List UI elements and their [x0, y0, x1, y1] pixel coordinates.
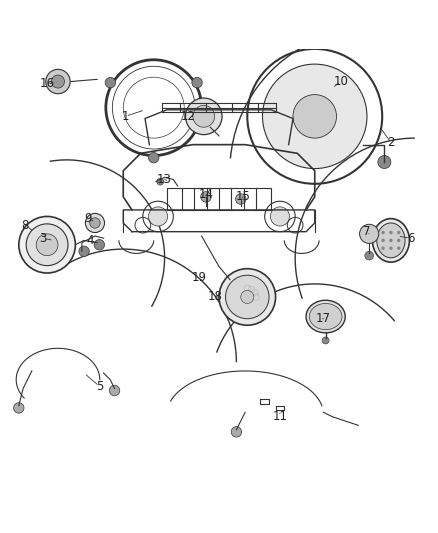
Circle shape: [231, 426, 242, 437]
Circle shape: [381, 239, 385, 242]
Text: 13: 13: [157, 173, 172, 186]
Circle shape: [236, 194, 246, 204]
Circle shape: [19, 216, 75, 273]
Circle shape: [381, 246, 385, 250]
Text: 3: 3: [39, 232, 46, 245]
Ellipse shape: [377, 223, 405, 258]
Ellipse shape: [309, 303, 342, 329]
Text: 6: 6: [407, 232, 414, 245]
Circle shape: [241, 290, 254, 303]
Circle shape: [148, 152, 159, 163]
Circle shape: [193, 106, 215, 127]
Text: 11: 11: [272, 410, 287, 423]
Circle shape: [157, 178, 164, 185]
Circle shape: [381, 231, 385, 235]
Text: 17: 17: [316, 312, 331, 325]
Text: 1: 1: [122, 110, 129, 123]
Circle shape: [397, 246, 400, 250]
Circle shape: [293, 94, 336, 138]
Text: 5: 5: [95, 379, 103, 393]
Text: 4: 4: [87, 234, 94, 247]
Circle shape: [90, 218, 100, 228]
Circle shape: [270, 207, 290, 226]
Circle shape: [378, 156, 391, 168]
Circle shape: [14, 403, 24, 413]
Circle shape: [79, 246, 89, 256]
Ellipse shape: [306, 300, 345, 333]
Text: 15: 15: [236, 190, 251, 204]
Circle shape: [94, 239, 105, 250]
Circle shape: [226, 275, 269, 319]
Circle shape: [201, 192, 211, 202]
Circle shape: [389, 231, 392, 235]
Circle shape: [46, 69, 70, 94]
Text: 2: 2: [387, 136, 395, 149]
Circle shape: [148, 207, 168, 226]
Circle shape: [219, 269, 276, 325]
Circle shape: [85, 213, 105, 232]
Circle shape: [322, 337, 329, 344]
Circle shape: [192, 77, 202, 88]
Text: 19: 19: [192, 271, 207, 284]
Ellipse shape: [372, 219, 410, 262]
Text: 14: 14: [198, 188, 213, 201]
Circle shape: [36, 234, 58, 256]
Circle shape: [389, 239, 392, 242]
Circle shape: [51, 75, 64, 88]
Text: 7: 7: [363, 225, 371, 238]
Text: 12: 12: [181, 110, 196, 123]
Circle shape: [26, 224, 68, 265]
Text: 18: 18: [207, 290, 222, 303]
Circle shape: [397, 239, 400, 242]
Text: 8: 8: [21, 219, 29, 232]
Circle shape: [397, 231, 400, 235]
Circle shape: [110, 385, 120, 396]
Circle shape: [105, 77, 116, 88]
Circle shape: [365, 251, 374, 260]
Circle shape: [185, 98, 222, 135]
Text: 9: 9: [85, 212, 92, 225]
Circle shape: [262, 64, 367, 168]
Circle shape: [360, 224, 379, 244]
Text: 10: 10: [333, 75, 348, 88]
Text: 16: 16: [39, 77, 55, 90]
Circle shape: [389, 246, 392, 250]
